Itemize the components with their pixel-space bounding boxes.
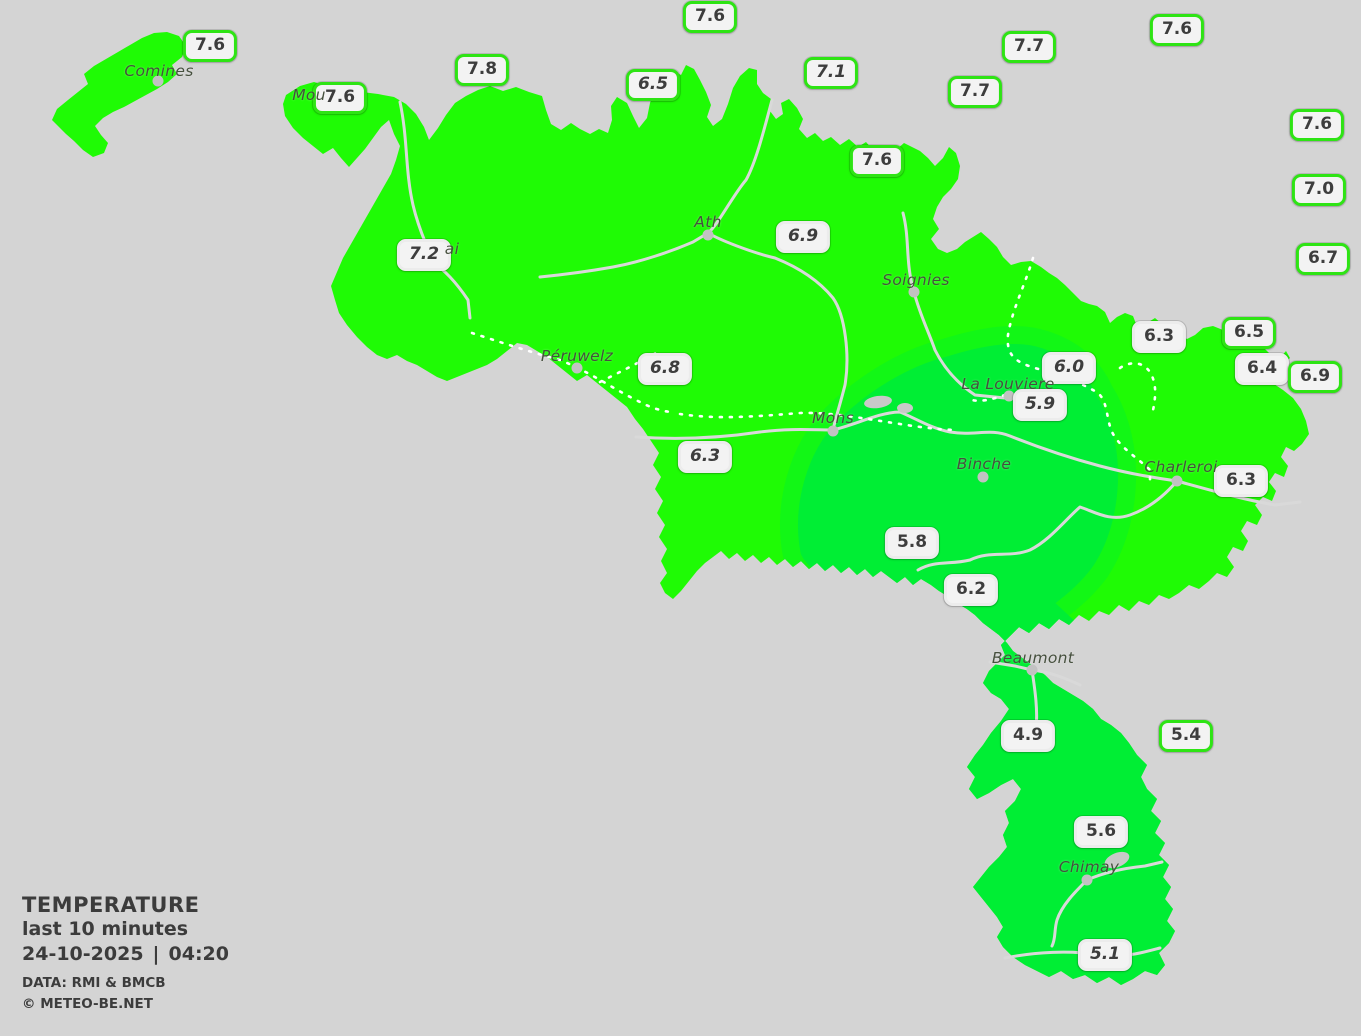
temperature-badge: 7.0 [1291, 174, 1347, 206]
temperature-badge: 6.3 [677, 441, 733, 473]
city-label: ai [444, 240, 460, 258]
temperature-badge: 5.6 [1073, 816, 1129, 848]
city-dot [702, 229, 714, 241]
city-dot [1026, 664, 1038, 676]
temperature-badge: 5.4 [1158, 720, 1214, 752]
city-dot [571, 362, 583, 374]
copyright: © METEO-BE.NET [22, 995, 153, 1012]
temperature-badge: 6.3 [1213, 465, 1269, 497]
city-dots [152, 75, 1183, 886]
temperature-badge: 6.8 [637, 353, 693, 385]
temperature-badge: 7.8 [454, 54, 510, 86]
temperature-badge: 7.2 [396, 239, 452, 271]
city-label: Binche [956, 455, 1012, 473]
temperature-badge: 7.6 [849, 145, 905, 177]
datetime-separator: | [152, 942, 160, 965]
temperature-badge: 5.9 [1012, 389, 1068, 421]
temperature-badge: 7.7 [947, 76, 1003, 108]
temperature-badge: 6.9 [775, 221, 831, 253]
map-datetime: 24-10-2025 | 04:20 [22, 942, 229, 968]
city-dot [827, 425, 839, 437]
map-date: 24-10-2025 [22, 942, 144, 965]
map-subtitle: last 10 minutes [22, 918, 189, 941]
temperature-badge: 7.6 [682, 1, 738, 33]
data-source: DATA: RMI & BMCB [22, 975, 166, 992]
city-label: Chimay [1058, 858, 1120, 876]
city-dot [977, 471, 989, 483]
city-label: Mou [292, 86, 326, 104]
temperature-badge: 6.7 [1295, 243, 1351, 275]
temperature-badge: 6.3 [1131, 321, 1187, 353]
temperature-badge: 7.7 [1001, 31, 1057, 63]
city-label: Charleroi [1144, 458, 1218, 476]
comines-exclave-shape [52, 32, 186, 157]
city-label: La Louviere [961, 375, 1055, 393]
temperature-badge: 7.1 [803, 57, 859, 89]
temperature-badge: 6.4 [1234, 353, 1290, 385]
temperature-badge: 5.8 [884, 527, 940, 559]
city-label: Soignies [882, 271, 950, 289]
city-dot [908, 286, 920, 298]
temperature-badge: 5.1 [1077, 939, 1133, 971]
city-dot [152, 75, 164, 87]
temperature-badge: 6.0 [1041, 352, 1097, 384]
map-time: 04:20 [168, 942, 229, 965]
title-block: TEMPERATURE last 10 minutes 24-10-2025 | 0… [22, 893, 229, 1014]
city-dot [1081, 874, 1093, 886]
temperature-badge: 4.9 [1000, 720, 1056, 752]
temperature-badge: 6.2 [943, 574, 999, 606]
city-label: Beaumont [991, 649, 1075, 667]
temperature-badge: 7.6 [182, 30, 238, 62]
temperature-badge: 7.6 [1149, 14, 1205, 46]
temperature-badge: 6.5 [1221, 317, 1277, 349]
temperature-badge: 7.6 [1289, 109, 1345, 141]
city-label: Péruwelz [540, 347, 614, 365]
city-label: Comines [124, 62, 194, 80]
map-title: TEMPERATURE [22, 893, 200, 917]
city-dot [1171, 475, 1183, 487]
temperature-badge: 6.9 [1287, 361, 1343, 393]
temperature-badge: 7.6 [312, 82, 368, 114]
lake-virelles [1104, 851, 1130, 869]
urban-patches [864, 395, 1130, 869]
city-dot [1003, 390, 1015, 402]
city-label: Mons [812, 409, 854, 427]
city-label: Ath [694, 213, 722, 231]
temperature-badge: 6.5 [625, 69, 681, 101]
